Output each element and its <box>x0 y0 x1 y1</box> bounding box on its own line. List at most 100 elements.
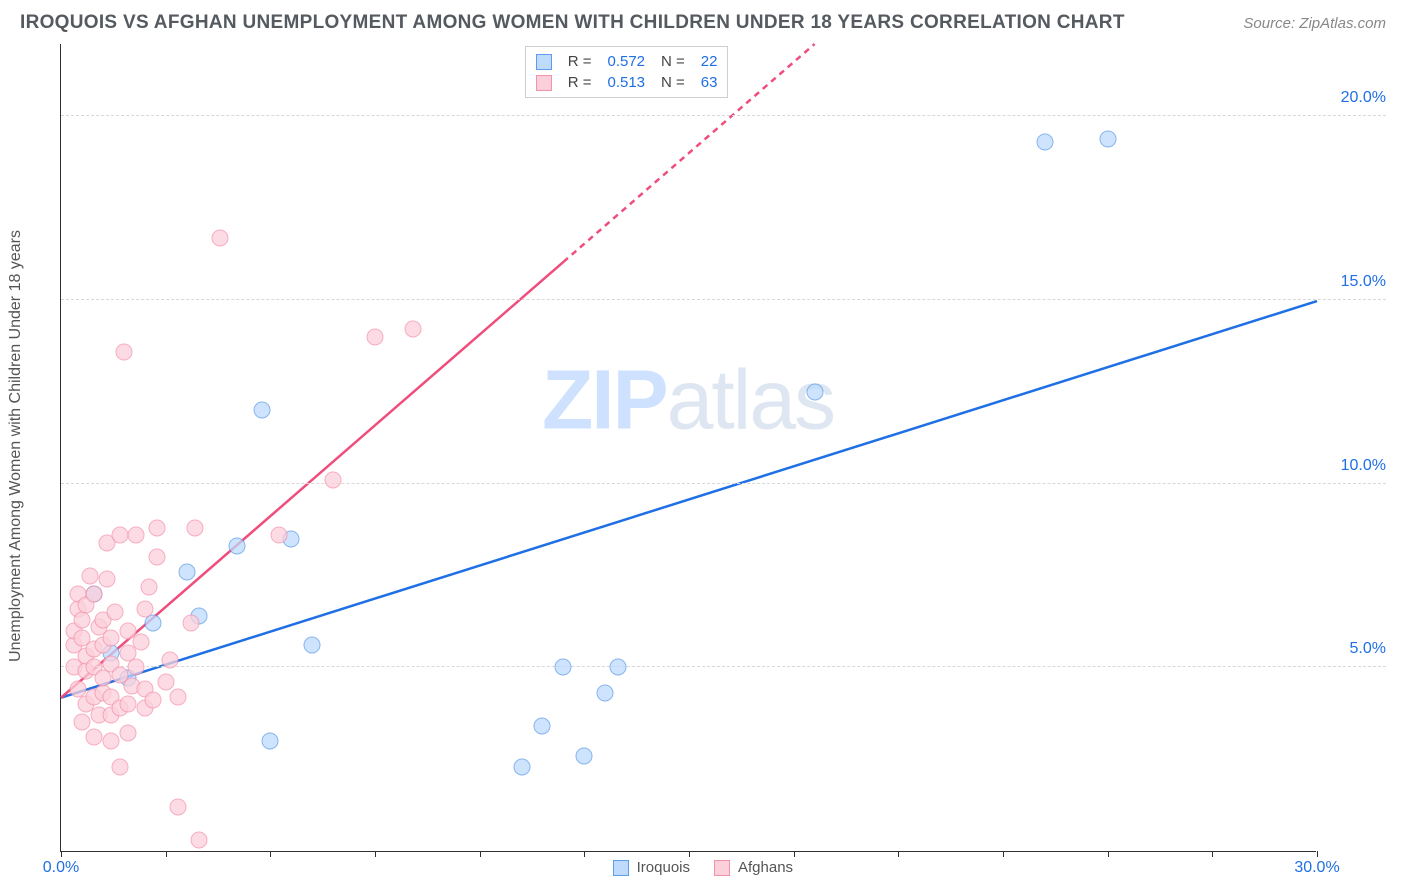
data-point <box>86 729 103 746</box>
n-label: N = <box>661 74 685 91</box>
x-tick-label: 30.0% <box>1294 859 1339 877</box>
data-point <box>534 718 551 735</box>
data-point <box>513 758 530 775</box>
data-point <box>161 652 178 669</box>
x-tick <box>1108 851 1109 857</box>
data-point <box>107 604 124 621</box>
legend-swatch <box>536 54 552 70</box>
data-point <box>228 538 245 555</box>
n-value: 22 <box>701 53 718 70</box>
x-tick <box>166 851 167 857</box>
data-point <box>73 611 90 628</box>
data-point <box>191 831 208 848</box>
x-tick <box>270 851 271 857</box>
data-point <box>157 674 174 691</box>
data-point <box>73 714 90 731</box>
data-point <box>404 321 421 338</box>
data-point <box>119 696 136 713</box>
data-point <box>609 659 626 676</box>
trend-lines <box>61 44 1317 852</box>
trend-line <box>61 262 563 698</box>
r-label: R = <box>568 53 592 70</box>
x-tick <box>61 851 62 857</box>
data-point <box>555 659 572 676</box>
data-point <box>170 798 187 815</box>
scatter-chart: ZIPatlas 5.0%10.0%15.0%20.0%0.0%30.0% R … <box>60 44 1316 852</box>
data-point <box>170 688 187 705</box>
n-value: 63 <box>701 74 718 91</box>
data-point <box>86 585 103 602</box>
data-point <box>115 343 132 360</box>
x-tick <box>689 851 690 857</box>
legend-swatch <box>613 860 629 876</box>
data-point <box>111 758 128 775</box>
y-tick-label: 20.0% <box>1341 89 1386 107</box>
x-tick <box>1212 851 1213 857</box>
y-tick-label: 5.0% <box>1350 640 1386 658</box>
gridline <box>61 299 1386 300</box>
data-point <box>212 229 229 246</box>
x-tick <box>794 851 795 857</box>
r-value: 0.572 <box>607 53 645 70</box>
x-tick <box>584 851 585 857</box>
legend-label: Afghans <box>738 859 793 876</box>
data-point <box>149 519 166 536</box>
data-point <box>367 328 384 345</box>
data-point <box>182 615 199 632</box>
y-axis-label: Unemployment Among Women with Children U… <box>7 230 25 662</box>
data-point <box>94 670 111 687</box>
data-point <box>103 629 120 646</box>
legend-swatch <box>714 860 730 876</box>
trend-line <box>61 301 1317 698</box>
legend-item: Iroquois <box>613 859 690 876</box>
legend-label: Iroquois <box>637 859 690 876</box>
data-point <box>99 571 116 588</box>
x-tick-label: 0.0% <box>43 859 79 877</box>
data-point <box>128 659 145 676</box>
data-point <box>119 725 136 742</box>
series-legend: Iroquois Afghans <box>613 859 793 876</box>
source-attribution: Source: ZipAtlas.com <box>1243 15 1386 32</box>
data-point <box>253 402 270 419</box>
data-point <box>136 600 153 617</box>
data-point <box>806 383 823 400</box>
data-point <box>178 563 195 580</box>
gridline <box>61 115 1386 116</box>
legend-item: Afghans <box>714 859 793 876</box>
y-tick-label: 15.0% <box>1341 273 1386 291</box>
chart-header: IROQUOIS VS AFGHAN UNEMPLOYMENT AMONG WO… <box>0 0 1406 40</box>
data-point <box>145 615 162 632</box>
legend-row: R = 0.572 N = 22 <box>536 51 718 72</box>
x-tick <box>480 851 481 857</box>
legend-swatch <box>536 75 552 91</box>
data-point <box>1099 130 1116 147</box>
data-point <box>576 747 593 764</box>
data-point <box>149 549 166 566</box>
data-point <box>597 685 614 702</box>
correlation-legend: R = 0.572 N = 22 R = 0.513 N = 63 <box>525 46 729 98</box>
data-point <box>145 692 162 709</box>
n-label: N = <box>661 53 685 70</box>
data-point <box>262 732 279 749</box>
data-point <box>140 578 157 595</box>
r-value: 0.513 <box>607 74 645 91</box>
data-point <box>186 519 203 536</box>
chart-title: IROQUOIS VS AFGHAN UNEMPLOYMENT AMONG WO… <box>20 12 1125 34</box>
data-point <box>304 637 321 654</box>
gridline <box>61 666 1386 667</box>
plot-area: 5.0%10.0%15.0%20.0%0.0%30.0% <box>60 44 1316 852</box>
r-label: R = <box>568 74 592 91</box>
data-point <box>82 567 99 584</box>
legend-row: R = 0.513 N = 63 <box>536 72 718 93</box>
x-tick <box>1003 851 1004 857</box>
data-point <box>132 633 149 650</box>
x-tick <box>898 851 899 857</box>
data-point <box>103 732 120 749</box>
y-tick-label: 10.0% <box>1341 457 1386 475</box>
data-point <box>270 527 287 544</box>
x-tick <box>375 851 376 857</box>
data-point <box>128 527 145 544</box>
data-point <box>325 472 342 489</box>
data-point <box>111 527 128 544</box>
data-point <box>1036 134 1053 151</box>
